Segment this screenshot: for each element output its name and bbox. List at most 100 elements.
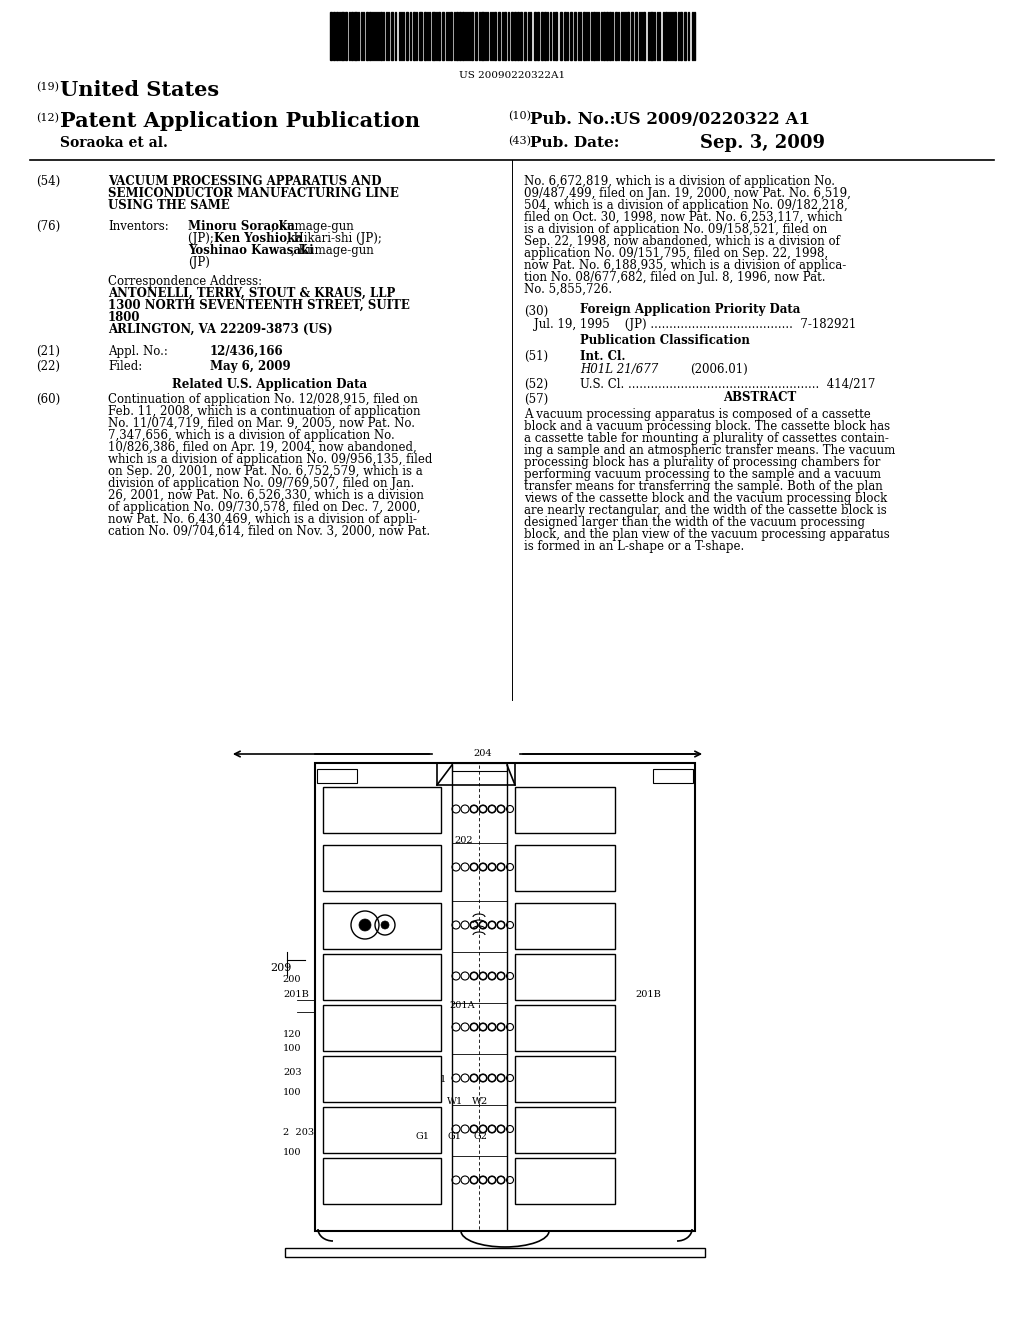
Text: May 6, 2009: May 6, 2009 — [210, 360, 291, 374]
Bar — [520, 12, 522, 59]
Text: (52): (52) — [524, 378, 548, 391]
Bar — [515, 1107, 615, 1152]
Text: transfer means for transferring the sample. Both of the plan: transfer means for transferring the samp… — [524, 480, 883, 492]
Bar — [323, 903, 441, 949]
Bar — [323, 954, 441, 1001]
Text: now Pat. No. 6,188,935, which is a division of applica-: now Pat. No. 6,188,935, which is a divis… — [524, 259, 846, 272]
Bar — [653, 770, 693, 783]
Text: performing vacuum processing to the sample and a vacuum: performing vacuum processing to the samp… — [524, 469, 881, 480]
Bar — [323, 787, 441, 833]
Bar — [456, 12, 458, 59]
Text: is a division of application No. 09/158,521, filed on: is a division of application No. 09/158,… — [524, 223, 827, 236]
Bar — [560, 12, 562, 59]
Bar — [515, 903, 615, 949]
Bar — [534, 12, 536, 59]
Text: block, and the plan view of the vacuum processing apparatus: block, and the plan view of the vacuum p… — [524, 528, 890, 541]
Bar — [452, 763, 507, 771]
Text: No. 6,672,819, which is a division of application No.: No. 6,672,819, which is a division of ap… — [524, 176, 835, 187]
Bar — [514, 12, 516, 59]
Text: USING THE SAME: USING THE SAME — [108, 199, 229, 213]
Text: 201B: 201B — [635, 990, 660, 999]
Text: 209: 209 — [270, 964, 292, 973]
Bar — [323, 1107, 441, 1152]
Bar — [643, 12, 645, 59]
Circle shape — [359, 919, 371, 931]
Text: 504, which is a division of application No. 09/182,218,: 504, which is a division of application … — [524, 199, 848, 213]
Text: Yoshinao Kawasaki: Yoshinao Kawasaki — [188, 244, 313, 257]
Text: 100: 100 — [283, 1148, 301, 1158]
Text: division of application No. 09/769,507, filed on Jan.: division of application No. 09/769,507, … — [108, 477, 415, 490]
Text: VACUUM PROCESSING APPARATUS AND: VACUUM PROCESSING APPARATUS AND — [108, 176, 382, 187]
Bar — [323, 1056, 441, 1102]
Text: (51): (51) — [524, 350, 548, 363]
Bar — [471, 12, 473, 59]
Bar — [515, 1005, 615, 1051]
Bar — [515, 954, 615, 1001]
Text: (21): (21) — [36, 345, 60, 358]
Text: 200: 200 — [282, 975, 300, 983]
Bar — [665, 12, 667, 59]
Text: (43): (43) — [508, 136, 531, 147]
Text: processing block has a plurality of processing chambers for: processing block has a plurality of proc… — [524, 455, 881, 469]
Bar — [341, 12, 344, 59]
Text: (12): (12) — [36, 114, 59, 123]
Bar — [515, 845, 615, 891]
Bar — [323, 1005, 441, 1051]
Bar — [354, 12, 357, 59]
Bar — [517, 12, 519, 59]
Bar — [481, 12, 484, 59]
Bar — [391, 12, 393, 59]
Text: W2: W2 — [472, 1097, 488, 1106]
Bar — [515, 1056, 615, 1102]
Bar — [498, 12, 500, 59]
Text: 09/487,499, filed on Jan. 19, 2000, now Pat. No. 6,519,: 09/487,499, filed on Jan. 19, 2000, now … — [524, 187, 851, 201]
Text: (JP);: (JP); — [188, 232, 218, 246]
Bar — [462, 12, 464, 59]
Text: , Kumage-gun: , Kumage-gun — [271, 220, 353, 234]
Bar — [684, 12, 686, 59]
Text: (19): (19) — [36, 82, 59, 92]
Text: No. 5,855,726.: No. 5,855,726. — [524, 282, 612, 296]
Text: United States: United States — [60, 81, 219, 100]
Text: Sep. 3, 2009: Sep. 3, 2009 — [700, 135, 825, 152]
Bar — [419, 12, 422, 59]
Text: 2  203: 2 203 — [283, 1129, 314, 1137]
Bar — [609, 12, 611, 59]
Bar — [524, 12, 526, 59]
Text: A vacuum processing apparatus is composed of a cassette: A vacuum processing apparatus is compose… — [524, 408, 870, 421]
Bar — [442, 12, 444, 59]
Text: block and a vacuum processing block. The cassette block has: block and a vacuum processing block. The… — [524, 420, 890, 433]
Text: (76): (76) — [36, 220, 60, 234]
Text: is formed in an L-shape or a T-shape.: is formed in an L-shape or a T-shape. — [524, 540, 744, 553]
Text: Foreign Application Priority Data: Foreign Application Priority Data — [580, 304, 801, 315]
Text: SEMICONDUCTOR MANUFACTURING LINE: SEMICONDUCTOR MANUFACTURING LINE — [108, 187, 399, 201]
Bar — [366, 12, 368, 59]
Text: of application No. 09/730,578, filed on Dec. 7, 2000,: of application No. 09/730,578, filed on … — [108, 502, 421, 513]
Text: 201A: 201A — [449, 1001, 475, 1010]
Text: U.S. Cl. ...................................................  414/217: U.S. Cl. ...............................… — [580, 378, 876, 391]
Text: 202: 202 — [454, 836, 473, 845]
Text: G2: G2 — [474, 1133, 488, 1140]
Text: (10): (10) — [508, 111, 531, 121]
Bar — [413, 12, 415, 59]
Text: designed larger than the width of the vacuum processing: designed larger than the width of the va… — [524, 516, 865, 529]
Text: Publication Classification: Publication Classification — [580, 334, 750, 347]
Text: (22): (22) — [36, 360, 60, 374]
Text: 7,347,656, which is a division of application No.: 7,347,656, which is a division of applic… — [108, 429, 394, 442]
Text: (54): (54) — [36, 176, 60, 187]
Bar — [564, 12, 566, 59]
Text: 100: 100 — [283, 1044, 301, 1053]
Bar — [438, 12, 440, 59]
Text: 201B: 201B — [283, 990, 309, 999]
Text: Related U.S. Application Data: Related U.S. Application Data — [172, 378, 368, 391]
Text: No. 11/074,719, filed on Mar. 9, 2005, now Pat. No.: No. 11/074,719, filed on Mar. 9, 2005, n… — [108, 417, 415, 430]
Text: 100: 100 — [283, 1088, 301, 1097]
Bar — [627, 12, 629, 59]
Bar — [515, 1158, 615, 1204]
Text: (30): (30) — [524, 305, 548, 318]
Text: 1300 NORTH SEVENTEENTH STREET, SUITE: 1300 NORTH SEVENTEENTH STREET, SUITE — [108, 300, 410, 312]
Bar — [450, 12, 452, 59]
Bar — [574, 12, 575, 59]
Bar — [541, 12, 543, 59]
Text: (60): (60) — [36, 393, 60, 407]
